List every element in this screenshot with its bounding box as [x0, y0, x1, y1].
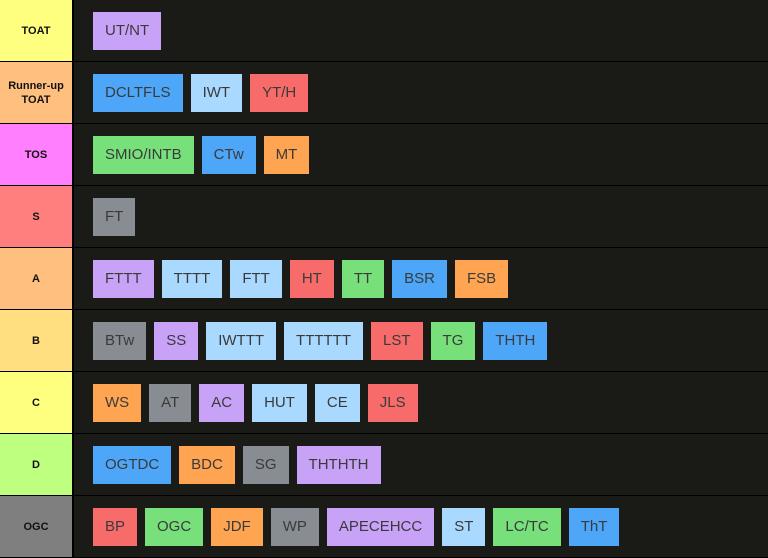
- tier-item[interactable]: AT: [149, 383, 192, 422]
- tier-item[interactable]: FTT: [230, 259, 282, 298]
- tier-row: B BTw SS IWTTT TTTTTT LST TG THTH: [0, 310, 768, 372]
- tier-item[interactable]: HUT: [252, 383, 307, 422]
- tier-item[interactable]: ThT: [568, 507, 620, 546]
- tier-item[interactable]: WS: [93, 383, 142, 422]
- tier-item[interactable]: TTTT: [161, 259, 223, 298]
- tier-items: BP OGC JDF WP APECEHCC ST LC/TC ThT: [74, 496, 768, 557]
- tier-item[interactable]: HT: [289, 259, 334, 298]
- tier-item[interactable]: OGC: [145, 507, 204, 546]
- tier-item[interactable]: DCLTFLS: [93, 73, 183, 112]
- tier-item[interactable]: UT/NT: [93, 11, 162, 50]
- tier-row: D OGTDC BDC SG THTHTH: [0, 434, 768, 496]
- tier-label: OGC: [0, 496, 74, 557]
- tier-item[interactable]: WP: [270, 507, 319, 546]
- tier-item[interactable]: SG: [242, 445, 289, 484]
- tier-items: SMIO/INTB CTw MT: [74, 124, 768, 185]
- tier-label: B: [0, 310, 74, 371]
- tier-items: FT: [74, 186, 768, 247]
- tier-row: OGC BP OGC JDF WP APECEHCC ST LC/TC ThT: [0, 496, 768, 558]
- tier-item[interactable]: IWTTT: [206, 321, 277, 360]
- tier-items: WS AT AC HUT CE JLS: [74, 372, 768, 433]
- tier-label: Runner-up TOAT: [0, 62, 74, 123]
- tier-items: BTw SS IWTTT TTTTTT LST TG THTH: [74, 310, 768, 371]
- tier-item[interactable]: LC/TC: [493, 507, 561, 546]
- tier-item[interactable]: BP: [93, 507, 138, 546]
- tier-item[interactable]: ST: [442, 507, 486, 546]
- tier-item[interactable]: BSR: [392, 259, 447, 298]
- tier-item[interactable]: OGTDC: [93, 445, 172, 484]
- tier-item[interactable]: TG: [430, 321, 476, 360]
- tier-item[interactable]: LST: [371, 321, 423, 360]
- tier-row: C WS AT AC HUT CE JLS: [0, 372, 768, 434]
- tier-item[interactable]: TT: [341, 259, 385, 298]
- tier-label: C: [0, 372, 74, 433]
- tier-item[interactable]: FT: [93, 197, 136, 236]
- tier-item[interactable]: CTw: [201, 135, 256, 174]
- tier-label: TOS: [0, 124, 74, 185]
- tier-item[interactable]: CE: [314, 383, 360, 422]
- tier-items: UT/NT: [74, 0, 768, 61]
- tier-item[interactable]: SMIO/INTB: [93, 135, 194, 174]
- tier-item[interactable]: AC: [199, 383, 245, 422]
- tier-item[interactable]: JLS: [367, 383, 418, 422]
- tier-item[interactable]: JDF: [211, 507, 263, 546]
- tier-item[interactable]: TTTTTT: [284, 321, 364, 360]
- tier-items: DCLTFLS IWT YT/H: [74, 62, 768, 123]
- tier-label: D: [0, 434, 74, 495]
- tier-row: Runner-up TOAT DCLTFLS IWT YT/H: [0, 62, 768, 124]
- tier-row: TOAT UT/NT: [0, 0, 768, 62]
- tier-item[interactable]: THTHTH: [296, 445, 381, 484]
- tier-row: A FTTT TTTT FTT HT TT BSR FSB: [0, 248, 768, 310]
- tier-item[interactable]: APECEHCC: [326, 507, 435, 546]
- tier-item[interactable]: YT/H: [250, 73, 309, 112]
- tier-item[interactable]: FSB: [454, 259, 509, 298]
- tier-items: OGTDC BDC SG THTHTH: [74, 434, 768, 495]
- tier-label: S: [0, 186, 74, 247]
- tier-item[interactable]: THTH: [483, 321, 548, 360]
- tier-item[interactable]: FTTT: [93, 259, 154, 298]
- tier-label: A: [0, 248, 74, 309]
- tier-row: S FT: [0, 186, 768, 248]
- tier-item[interactable]: BDC: [179, 445, 235, 484]
- tier-item[interactable]: MT: [263, 135, 310, 174]
- tier-item[interactable]: IWT: [190, 73, 243, 112]
- tier-row: TOS SMIO/INTB CTw MT: [0, 124, 768, 186]
- tier-item[interactable]: BTw: [93, 321, 147, 360]
- tier-label: TOAT: [0, 0, 74, 61]
- tier-item[interactable]: SS: [154, 321, 199, 360]
- tier-items: FTTT TTTT FTT HT TT BSR FSB: [74, 248, 768, 309]
